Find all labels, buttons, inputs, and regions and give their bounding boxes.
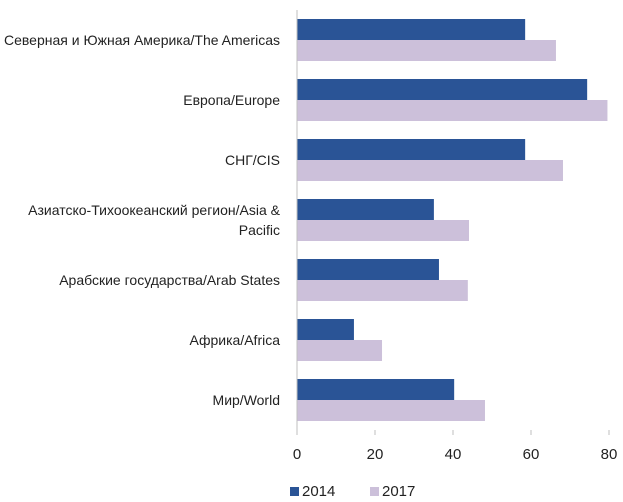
x-tick-label: 60: [523, 446, 540, 463]
x-tick-label: 20: [367, 446, 384, 463]
bar: [297, 199, 434, 220]
bar: [297, 160, 563, 181]
bar: [297, 100, 608, 121]
y-tick-label: Северная и Южная Америка/The Americas: [4, 32, 280, 48]
bar: [297, 19, 526, 40]
x-tick-label: 80: [601, 446, 618, 463]
y-tick-label: Африка/Africa: [189, 332, 280, 348]
y-tick-label: Мир/World: [212, 392, 280, 408]
legend-swatch: [370, 487, 379, 496]
bar: [297, 259, 439, 280]
bar: [297, 220, 469, 241]
x-tick-label: 0: [293, 446, 301, 463]
x-tick-label: 40: [445, 446, 462, 463]
bar: [297, 400, 485, 421]
bar: [297, 139, 526, 160]
bar: [297, 280, 468, 301]
bar: [297, 40, 556, 61]
bar: [297, 340, 383, 361]
bar: [297, 79, 588, 100]
y-tick-label: СНГ/CIS: [224, 152, 280, 168]
y-tick-label: Европа/Europe: [183, 92, 280, 108]
bar: [297, 319, 354, 340]
legend-label: 2017: [382, 483, 415, 500]
y-tick-label: Азиатско-Тихоокеанский регион/Asia & Pac…: [28, 202, 280, 238]
legend-swatch: [290, 487, 299, 496]
legend-label: 2014: [302, 483, 335, 500]
bar: [297, 379, 455, 400]
y-tick-label: Арабские государства/Arab States: [59, 272, 280, 288]
